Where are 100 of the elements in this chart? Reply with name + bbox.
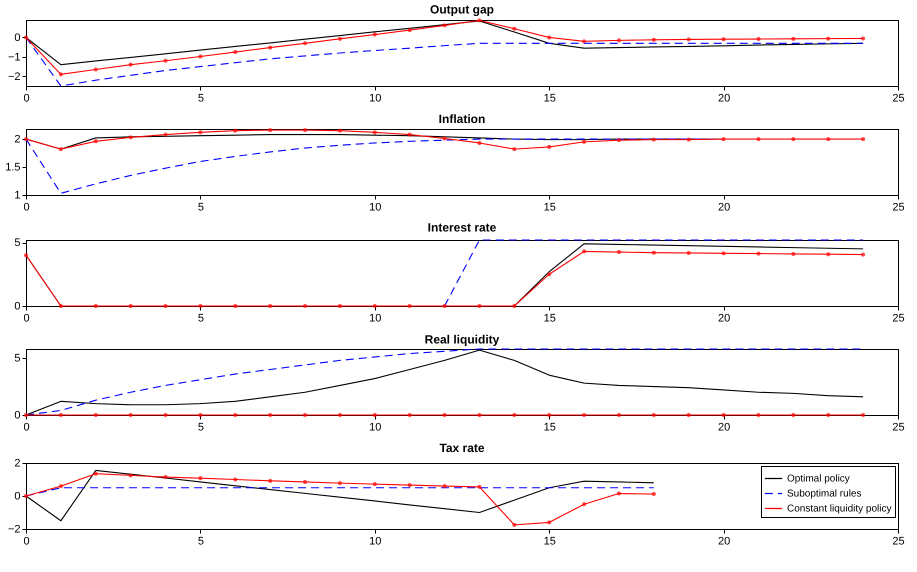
x-tick-label: 5 bbox=[198, 312, 204, 324]
point bbox=[442, 23, 447, 28]
point bbox=[652, 250, 656, 255]
point bbox=[128, 473, 133, 478]
point bbox=[756, 252, 760, 256]
point bbox=[372, 130, 377, 134]
point bbox=[408, 483, 412, 488]
point bbox=[233, 304, 238, 308]
point bbox=[338, 36, 342, 41]
y-tick-label: 1.5 bbox=[5, 162, 20, 174]
point bbox=[791, 36, 796, 41]
point bbox=[198, 476, 202, 480]
point bbox=[477, 140, 482, 145]
legend-label: Constant liquidity policy bbox=[787, 504, 892, 514]
point bbox=[94, 304, 98, 308]
y-tick-label: −2 bbox=[8, 70, 20, 83]
y-tick-label: 0 bbox=[14, 490, 20, 502]
y-tick-label: 2 bbox=[14, 134, 20, 146]
point bbox=[233, 478, 238, 482]
point bbox=[791, 137, 796, 142]
point bbox=[198, 130, 202, 134]
point bbox=[616, 492, 621, 496]
point bbox=[408, 28, 412, 32]
x-tick-label: 25 bbox=[892, 422, 905, 434]
point bbox=[94, 139, 98, 144]
y-tick-label: 5 bbox=[14, 352, 20, 365]
point bbox=[164, 304, 168, 308]
point bbox=[128, 135, 133, 140]
point bbox=[338, 481, 342, 486]
y-tick-label: −2 bbox=[8, 524, 20, 536]
point bbox=[756, 37, 760, 42]
point bbox=[686, 37, 691, 42]
x-tick-label: 15 bbox=[544, 312, 556, 324]
x-tick-label: 0 bbox=[23, 312, 30, 324]
x-tick-label: 15 bbox=[544, 536, 556, 548]
point bbox=[164, 58, 168, 63]
point bbox=[722, 37, 726, 42]
point bbox=[826, 252, 830, 256]
point bbox=[861, 36, 866, 40]
point bbox=[722, 137, 726, 142]
point bbox=[58, 72, 63, 76]
point bbox=[861, 137, 866, 142]
point bbox=[198, 304, 202, 308]
point bbox=[686, 250, 691, 255]
point bbox=[547, 144, 552, 149]
point bbox=[58, 304, 63, 308]
x-tick-label: 5 bbox=[198, 92, 204, 104]
x-tick-label: 15 bbox=[544, 92, 556, 104]
point bbox=[616, 250, 621, 254]
point bbox=[268, 304, 272, 308]
y-tick-label: 0 bbox=[14, 32, 20, 44]
point bbox=[303, 304, 308, 308]
point bbox=[233, 50, 238, 54]
chart-title: Output gap bbox=[430, 2, 494, 16]
point bbox=[338, 304, 342, 308]
point bbox=[652, 492, 656, 496]
point bbox=[477, 304, 482, 308]
x-tick-label: 15 bbox=[544, 422, 556, 434]
point bbox=[512, 304, 516, 308]
point bbox=[722, 251, 726, 256]
x-tick-label: 25 bbox=[892, 92, 905, 104]
y-tick-label: 1 bbox=[14, 190, 20, 202]
x-tick-label: 0 bbox=[23, 536, 30, 548]
point bbox=[442, 136, 447, 141]
point bbox=[268, 128, 272, 132]
point bbox=[616, 38, 621, 42]
point bbox=[582, 140, 586, 144]
point bbox=[582, 249, 586, 254]
legend-label: Suboptimal rules bbox=[787, 488, 862, 500]
point bbox=[686, 138, 691, 142]
point bbox=[268, 46, 272, 50]
point bbox=[442, 484, 447, 488]
point bbox=[128, 62, 133, 67]
y-tick-label: −1 bbox=[8, 51, 20, 64]
point bbox=[756, 137, 760, 142]
point bbox=[338, 128, 342, 133]
x-tick-label: 10 bbox=[369, 422, 382, 434]
point bbox=[372, 32, 377, 37]
x-tick-label: 20 bbox=[718, 536, 730, 548]
x-tick-label: 10 bbox=[369, 536, 382, 548]
point bbox=[547, 520, 552, 524]
point bbox=[408, 132, 412, 137]
point bbox=[303, 480, 308, 484]
x-tick-label: 10 bbox=[369, 202, 382, 214]
x-tick-label: 20 bbox=[718, 312, 730, 324]
point bbox=[477, 484, 482, 489]
point bbox=[861, 252, 866, 257]
x-tick-label: 10 bbox=[369, 92, 382, 104]
point bbox=[512, 147, 516, 152]
point bbox=[582, 39, 586, 44]
y-tick-label: 5 bbox=[14, 237, 20, 250]
x-tick-label: 25 bbox=[892, 536, 905, 548]
point bbox=[233, 128, 238, 133]
chart-title: Tax rate bbox=[439, 441, 485, 455]
y-tick-label: 0 bbox=[14, 410, 20, 422]
point bbox=[442, 304, 447, 308]
legend-label: Optimal policy bbox=[787, 474, 850, 484]
x-tick-label: 0 bbox=[23, 92, 30, 104]
x-tick-label: 20 bbox=[718, 422, 730, 434]
point bbox=[582, 502, 586, 506]
